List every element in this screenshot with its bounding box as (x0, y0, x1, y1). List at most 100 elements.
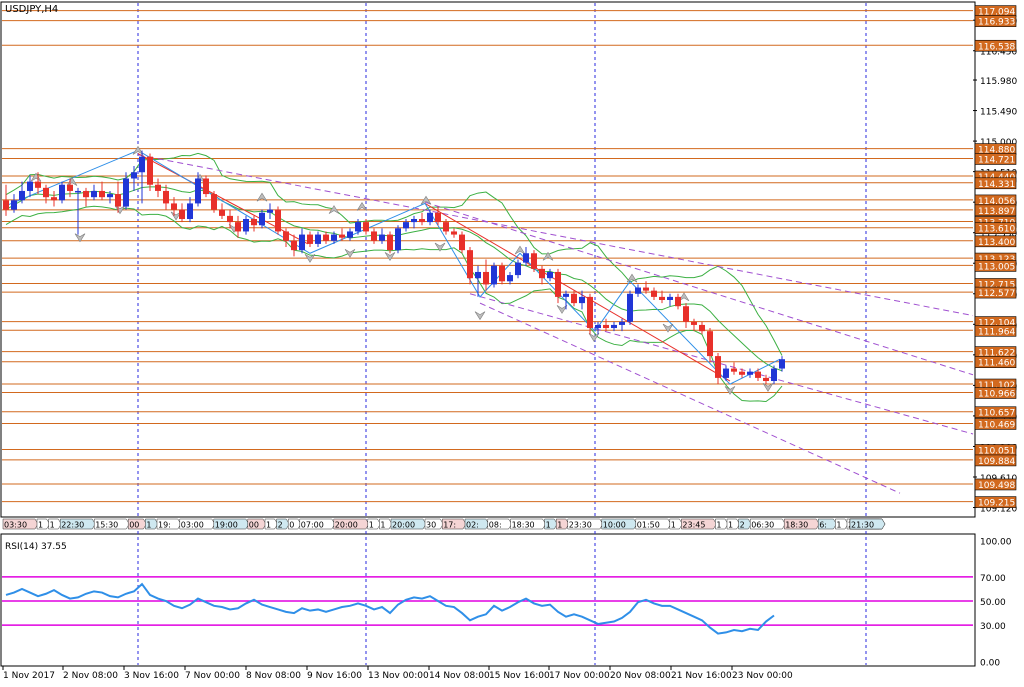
rsi-label: RSI(14) 37.55 (5, 542, 67, 552)
price-level-box (974, 177, 1017, 190)
session-label-text: 20:00 (335, 521, 358, 530)
candle-79 (635, 284, 641, 297)
price-level-box (974, 39, 1017, 52)
fractal-arrow-20 (474, 311, 486, 321)
candle-62 (499, 262, 505, 285)
candle-body (571, 293, 577, 304)
session-label-text: 1 (38, 521, 43, 530)
session-label: 1 (36, 518, 50, 530)
session-label-text: 10:00 (603, 521, 626, 530)
session-label: 10:00 (601, 518, 638, 530)
rsi-tick-label: 100.00 (980, 538, 1012, 548)
candle-55 (443, 218, 449, 235)
candle-body (507, 275, 513, 282)
price-level-text: 113.610 (978, 225, 1015, 235)
candle-7 (59, 181, 65, 204)
candle-26 (211, 190, 217, 213)
candle-body (659, 296, 665, 301)
candle-body (475, 271, 481, 279)
candle-body (611, 324, 617, 329)
candle-68 (547, 268, 553, 282)
session-label: 08: (487, 518, 512, 530)
candle-87 (699, 321, 705, 335)
session-label-text: 06:30 (751, 521, 774, 530)
y-tick-label: 115.490 (980, 108, 1017, 118)
candle-body (27, 181, 33, 191)
candle-74 (595, 321, 601, 335)
session-label-box (367, 518, 381, 530)
candle-body (395, 228, 401, 251)
session-label-box (213, 518, 250, 530)
candle-body (691, 321, 697, 325)
session-label-box (264, 518, 278, 530)
candle-31 (251, 215, 257, 232)
candle-body (35, 181, 41, 188)
candle-body (211, 194, 217, 210)
candle-body (579, 296, 585, 304)
candle-body (155, 184, 161, 191)
fractal-arrow-25 (762, 382, 774, 392)
candle-96 (771, 365, 777, 385)
candle-30 (243, 215, 249, 235)
session-label-box (287, 518, 302, 530)
candle-body (299, 234, 305, 251)
candle-body (315, 234, 321, 244)
session-label-text: 1 (266, 521, 271, 530)
candle-body (235, 222, 241, 232)
candle-body (739, 371, 745, 375)
price-level-label: 114.721 (974, 153, 1017, 165)
candle-body (107, 194, 113, 198)
session-label-box (726, 518, 740, 530)
price-level-box (974, 356, 1017, 369)
candle-34 (275, 206, 281, 235)
session-label: 1 (379, 518, 393, 530)
candle-38 (307, 231, 313, 248)
price-level-box (974, 286, 1017, 299)
candle-48 (387, 231, 393, 254)
session-label: 03:30 (2, 518, 39, 530)
price-level-label: 114.331 (974, 177, 1017, 190)
session-label: 1 (544, 518, 558, 530)
candle-8 (67, 178, 73, 198)
rsi-axis: 100.00 70.00 50.00 30.00 0.00 (980, 538, 1012, 669)
candle-25 (203, 175, 209, 198)
session-label-text: 1 (50, 521, 55, 530)
candle-body (11, 200, 17, 210)
price-level-labels: 117.094116.933116.538114.880114.721114.4… (974, 5, 1017, 509)
price-level-box (974, 204, 1017, 217)
price-level-text: 110.051 (978, 447, 1015, 457)
candle-body (75, 190, 81, 193)
candle-body (139, 156, 145, 173)
session-label-box (510, 518, 546, 530)
candle-0 (3, 184, 9, 216)
fractal-arrow-19 (434, 242, 446, 252)
session-label-box (441, 518, 467, 530)
candle-61 (491, 262, 497, 288)
candle-77 (619, 318, 625, 332)
fractal-arrow-7 (420, 195, 432, 205)
session-label-box (299, 518, 336, 530)
session-label-box (749, 518, 786, 530)
candle-body (763, 377, 769, 382)
candle-body (195, 178, 201, 204)
session-label: 2 (738, 518, 752, 530)
candle-body (603, 324, 609, 329)
candle-body (203, 178, 209, 195)
candle-body (771, 368, 777, 382)
session-label-text: 2 (740, 521, 745, 530)
price-level-box (974, 222, 1017, 235)
session-label: 21:30 (849, 518, 886, 530)
x-tick-label: 8 Nov 08:00 (246, 671, 301, 681)
price-level-text: 114.331 (978, 180, 1015, 190)
candle-body (563, 293, 569, 297)
session-label: 1 (835, 518, 849, 530)
candle-body (363, 222, 369, 232)
fractal-arrow-22 (588, 333, 600, 342)
fractal-arrow-16 (304, 253, 316, 263)
candle-body (219, 209, 225, 216)
candle-15 (123, 172, 129, 210)
x-tick-label: 21 Nov 16:00 (671, 671, 732, 681)
session-label-text: 01:50 (637, 521, 660, 530)
candle-19 (155, 178, 161, 198)
